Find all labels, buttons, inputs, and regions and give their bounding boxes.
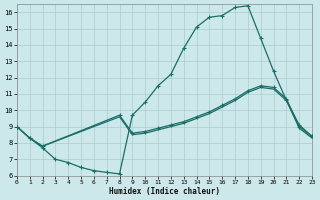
X-axis label: Humidex (Indice chaleur): Humidex (Indice chaleur) xyxy=(109,187,220,196)
